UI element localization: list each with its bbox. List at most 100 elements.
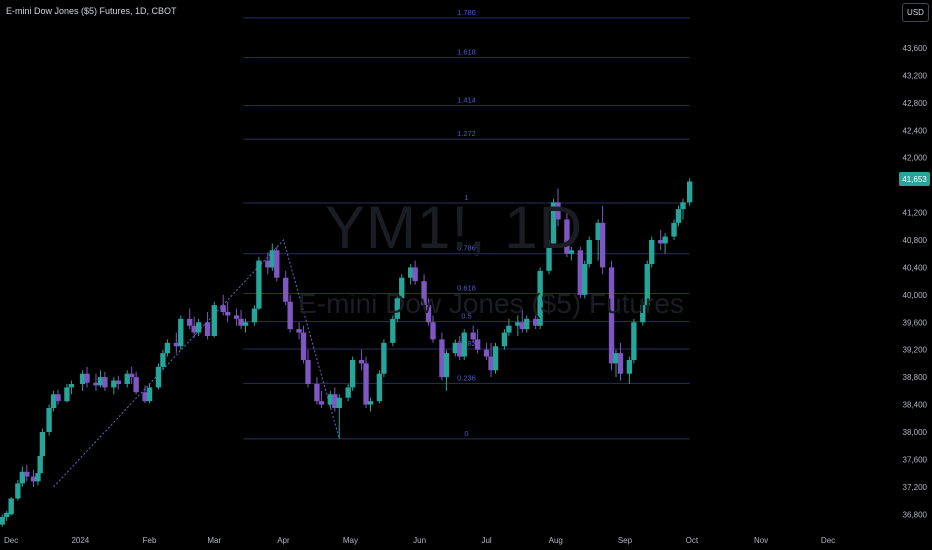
candle-body (173, 342, 179, 347)
candle-body (55, 394, 61, 402)
candle-body (97, 377, 104, 386)
candle-body (178, 318, 184, 347)
candle-body (671, 222, 677, 237)
candle (79, 370, 86, 391)
price-tick-label: 39,600 (903, 318, 928, 327)
candle-body (461, 332, 467, 357)
time-tick-label: Nov (754, 536, 768, 545)
price-tick-label: 38,400 (903, 401, 928, 410)
candle (412, 260, 418, 285)
price-tick-label: 40,800 (903, 236, 928, 245)
candle-body (640, 305, 646, 323)
candle-body (675, 209, 682, 223)
candle-body (15, 483, 21, 499)
candle-body (546, 243, 552, 271)
candle (506, 318, 512, 336)
candle-body (470, 332, 476, 340)
currency-button[interactable]: USD (902, 3, 929, 22)
candle (251, 305, 258, 326)
candle-body (37, 456, 43, 474)
candle (0, 514, 5, 527)
candle-body (187, 318, 193, 326)
candle-body (657, 240, 664, 244)
fib-level-label: 1.786 (457, 8, 476, 17)
candle (407, 264, 414, 285)
fib-level-label: 0 (464, 429, 468, 438)
candle (595, 219, 601, 261)
candle (102, 371, 108, 391)
candle-body (399, 277, 405, 299)
candle (443, 349, 450, 391)
candle (68, 380, 75, 395)
candle (300, 325, 307, 364)
candle-body (124, 373, 130, 384)
time-tick-label: May (343, 536, 358, 545)
candle (358, 349, 365, 371)
time-tick-label: 2024 (71, 536, 89, 545)
candle (283, 270, 289, 306)
candle-body (300, 332, 307, 360)
time-tick-label: Dec (821, 536, 835, 545)
candle-body (367, 401, 374, 405)
fib-level-label: 1 (464, 193, 468, 202)
candle-body (586, 240, 592, 264)
candle-body (251, 308, 258, 323)
candle-body (550, 202, 557, 244)
candle-body (555, 202, 561, 220)
candle-body (524, 318, 530, 330)
candle-body (160, 353, 166, 367)
candle-body (155, 366, 162, 388)
candle-body (345, 387, 351, 398)
candle (55, 389, 61, 405)
fib-level-label: 0.618 (457, 283, 476, 292)
candle (430, 315, 436, 343)
candle (452, 339, 458, 357)
candle-body (501, 332, 508, 347)
candle (649, 236, 655, 268)
fib-level-label: 1.414 (457, 96, 476, 105)
candle-body (631, 322, 637, 360)
trend-line[interactable] (53, 239, 340, 488)
price-tick-label: 40,000 (903, 291, 928, 300)
candle-body (195, 322, 202, 333)
fibonacci-retracement[interactable]: 00.2360.3820.50.6180.78611.2721.4141.618… (243, 8, 690, 440)
trend-line-drawing[interactable] (53, 239, 340, 488)
candle (501, 329, 508, 350)
candle (425, 298, 432, 326)
time-tick-label: Aug (549, 536, 563, 545)
candle-body (474, 339, 481, 350)
watermark-description: E-mini Dow Jones ($5) Futures (298, 288, 684, 319)
price-tick-label: 42,400 (903, 126, 928, 135)
candle (617, 342, 624, 381)
candle (483, 342, 490, 360)
candle-body (537, 270, 543, 326)
candle (115, 375, 121, 390)
price-axis[interactable]: 36,800 37,200 37,600 38,000 38,400 38,800 39,2… (903, 44, 928, 519)
candle (488, 342, 494, 378)
candle (390, 315, 396, 347)
candle-body (358, 360, 365, 364)
candle-body (381, 342, 387, 374)
candle (265, 252, 271, 275)
time-axis[interactable]: Dec 2024 Feb Mar Apr May Jun Jul Aug Sep Oct Nov Dec (4, 536, 835, 545)
candle (269, 243, 275, 271)
candle (381, 339, 387, 378)
candle-body (577, 250, 583, 295)
candle (256, 257, 262, 310)
candle-body (50, 394, 57, 408)
candle (492, 342, 499, 374)
candle-body (39, 432, 46, 456)
candle (363, 356, 369, 408)
candle-body (407, 267, 414, 278)
price-tick-label: 39,200 (903, 346, 928, 355)
candle-body (238, 318, 244, 326)
symbol-title[interactable]: E-mini Dow Jones ($5) Futures, 1D, CBOT (6, 6, 177, 16)
candle-body (430, 322, 436, 340)
candle (93, 373, 99, 391)
candle-body (8, 498, 14, 515)
candle-body (680, 202, 686, 210)
candle-body (349, 360, 356, 388)
candle-body (46, 408, 52, 432)
candle (515, 315, 521, 336)
